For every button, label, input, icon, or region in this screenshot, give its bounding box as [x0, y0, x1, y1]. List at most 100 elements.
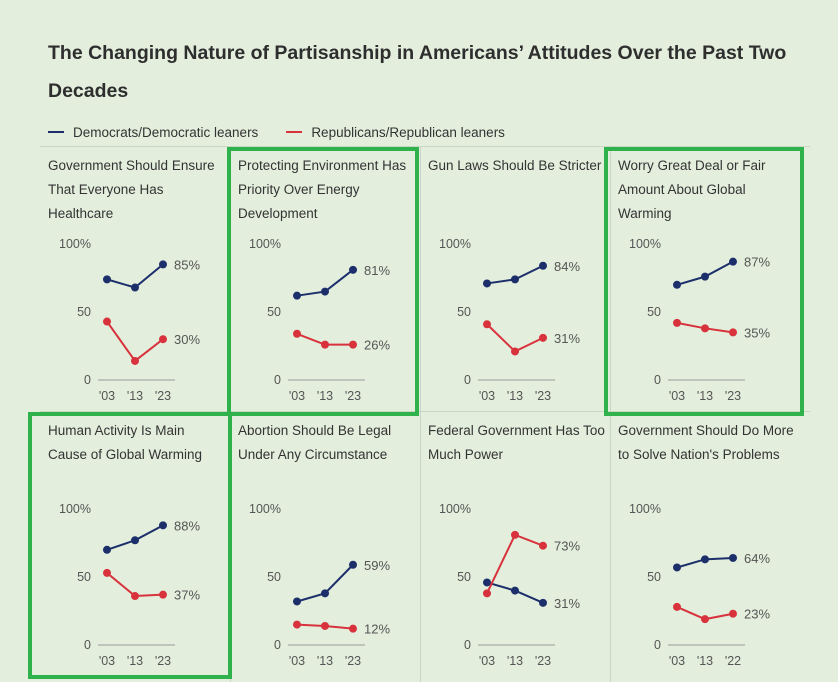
- data-point-dem: [131, 283, 139, 292]
- y-tick-label: 100%: [629, 502, 661, 516]
- panel-chart: 100% 50 0 '03 '13 '23 31% 73%: [439, 502, 580, 668]
- legend-label-dem: Democrats/Democratic leaners: [73, 124, 259, 140]
- y-tick-label: 100%: [629, 237, 661, 251]
- x-tick-label: '23: [345, 389, 361, 403]
- legend-swatch-dem: [48, 131, 64, 133]
- data-point-dem: [321, 589, 329, 598]
- data-point-rep: [483, 589, 491, 598]
- y-tick-label: 100%: [439, 237, 471, 251]
- y-tick-label: 0: [654, 638, 661, 652]
- x-tick-label: '22: [725, 654, 741, 668]
- grid-divider-middle: [40, 411, 810, 412]
- data-point-rep: [159, 335, 167, 344]
- x-tick-label: '03: [99, 389, 115, 403]
- data-point-rep: [673, 602, 681, 611]
- data-point-dem: [159, 260, 167, 269]
- x-tick-label: '13: [127, 389, 143, 403]
- panel-6: Abortion Should Be Legal Under Any Circu…: [230, 411, 420, 676]
- y-tick-label: 0: [464, 638, 471, 652]
- data-point-rep: [729, 609, 737, 618]
- panel-chart: 100% 50 0 '03 '13 '22 64% 23%: [629, 502, 770, 668]
- data-point-rep: [321, 340, 329, 349]
- y-tick-label: 50: [457, 570, 471, 584]
- data-point-rep: [701, 615, 709, 624]
- data-point-dem: [483, 578, 491, 587]
- end-label-dem: 31%: [554, 596, 580, 611]
- panel-chart: 100% 50 0 '03 '13 '23 81% 26%: [249, 237, 390, 403]
- end-label-dem: 84%: [554, 259, 580, 274]
- data-point-rep: [349, 340, 357, 349]
- x-tick-label: '03: [289, 389, 305, 403]
- panel-8: Government Should Do More to Solve Natio…: [610, 411, 800, 676]
- x-tick-label: '23: [155, 389, 171, 403]
- legend-swatch-rep: [286, 131, 303, 133]
- data-point-dem: [511, 275, 519, 284]
- data-point-rep: [539, 541, 547, 550]
- x-tick-label: '03: [669, 389, 685, 403]
- panel-4: Worry Great Deal or Fair Amount About Gl…: [610, 146, 800, 411]
- panel-2: Protecting Environment Has Priority Over…: [230, 146, 420, 411]
- end-label-rep: 23%: [744, 607, 770, 622]
- x-tick-label: '23: [535, 389, 551, 403]
- data-point-rep: [483, 320, 491, 329]
- end-label-rep: 26%: [364, 338, 390, 353]
- legend-item-rep: Republicans/Republican leaners: [286, 125, 505, 140]
- y-tick-label: 50: [77, 570, 91, 584]
- series-line-rep: [106, 320, 164, 363]
- data-point-rep: [103, 317, 111, 326]
- panel-chart: 100% 50 0 '03 '13 '23 85% 30%: [59, 237, 200, 403]
- panel-title: Human Activity Is Main Cause of Global W…: [48, 423, 203, 462]
- grid-divider-top: [40, 146, 810, 147]
- data-point-rep: [729, 328, 737, 337]
- x-tick-label: '23: [535, 654, 551, 668]
- panel-title: Government Should Ensure That Everyone H…: [48, 158, 215, 221]
- x-tick-label: '13: [127, 654, 143, 668]
- x-tick-label: '03: [479, 654, 495, 668]
- y-tick-label: 0: [464, 373, 471, 387]
- data-point-dem: [131, 536, 139, 545]
- end-label-rep: 12%: [364, 622, 390, 637]
- y-tick-label: 50: [647, 570, 661, 584]
- panel-title: Gun Laws Should Be Stricter: [428, 158, 602, 173]
- y-tick-label: 50: [267, 305, 281, 319]
- panel-title: Federal Government Has Too Much Power: [428, 423, 605, 462]
- x-tick-label: '13: [507, 654, 523, 668]
- data-point-dem: [159, 521, 167, 530]
- data-point-dem: [539, 598, 547, 607]
- y-tick-label: 100%: [59, 502, 91, 516]
- end-label-rep: 73%: [554, 539, 580, 554]
- data-point-dem: [293, 597, 301, 606]
- data-point-dem: [511, 586, 519, 595]
- legend-item-dem: Democrats/Democratic leaners: [48, 125, 258, 140]
- panel-title: Protecting Environment Has Priority Over…: [238, 158, 407, 221]
- x-tick-label: '13: [317, 389, 333, 403]
- x-tick-label: '03: [289, 654, 305, 668]
- panel-7: Federal Government Has Too Much Power 100…: [420, 411, 610, 676]
- data-point-rep: [539, 333, 547, 342]
- y-tick-label: 0: [84, 373, 91, 387]
- grid-divider-col-2: [420, 146, 421, 682]
- y-tick-label: 100%: [249, 237, 281, 251]
- y-tick-label: 100%: [59, 237, 91, 251]
- panel-title: Abortion Should Be Legal Under Any Circu…: [238, 423, 392, 462]
- panel-chart: 100% 50 0 '03 '13 '23 88% 37%: [59, 502, 200, 668]
- data-point-dem: [729, 257, 737, 266]
- chart-title: The Changing Nature of Partisanship in A…: [48, 42, 787, 102]
- end-label-dem: 85%: [174, 257, 200, 272]
- data-point-rep: [293, 329, 301, 338]
- x-tick-label: '03: [479, 389, 495, 403]
- data-point-dem: [293, 291, 301, 300]
- y-tick-label: 0: [274, 373, 281, 387]
- panel-title: Government Should Do More to Solve Natio…: [618, 423, 794, 462]
- panel-chart: 100% 50 0 '03 '13 '23 59% 12%: [249, 502, 390, 668]
- y-tick-label: 50: [457, 305, 471, 319]
- end-label-rep: 30%: [174, 332, 200, 347]
- y-tick-label: 100%: [249, 502, 281, 516]
- x-tick-label: '03: [99, 654, 115, 668]
- data-point-rep: [511, 347, 519, 356]
- panel-3: Gun Laws Should Be Stricter 100% 50 0 '03 '13…: [420, 146, 610, 411]
- legend: Democrats/Democratic leaners Republicans…: [48, 124, 533, 140]
- data-point-rep: [701, 324, 709, 333]
- end-label-dem: 81%: [364, 263, 390, 278]
- data-point-dem: [349, 265, 357, 274]
